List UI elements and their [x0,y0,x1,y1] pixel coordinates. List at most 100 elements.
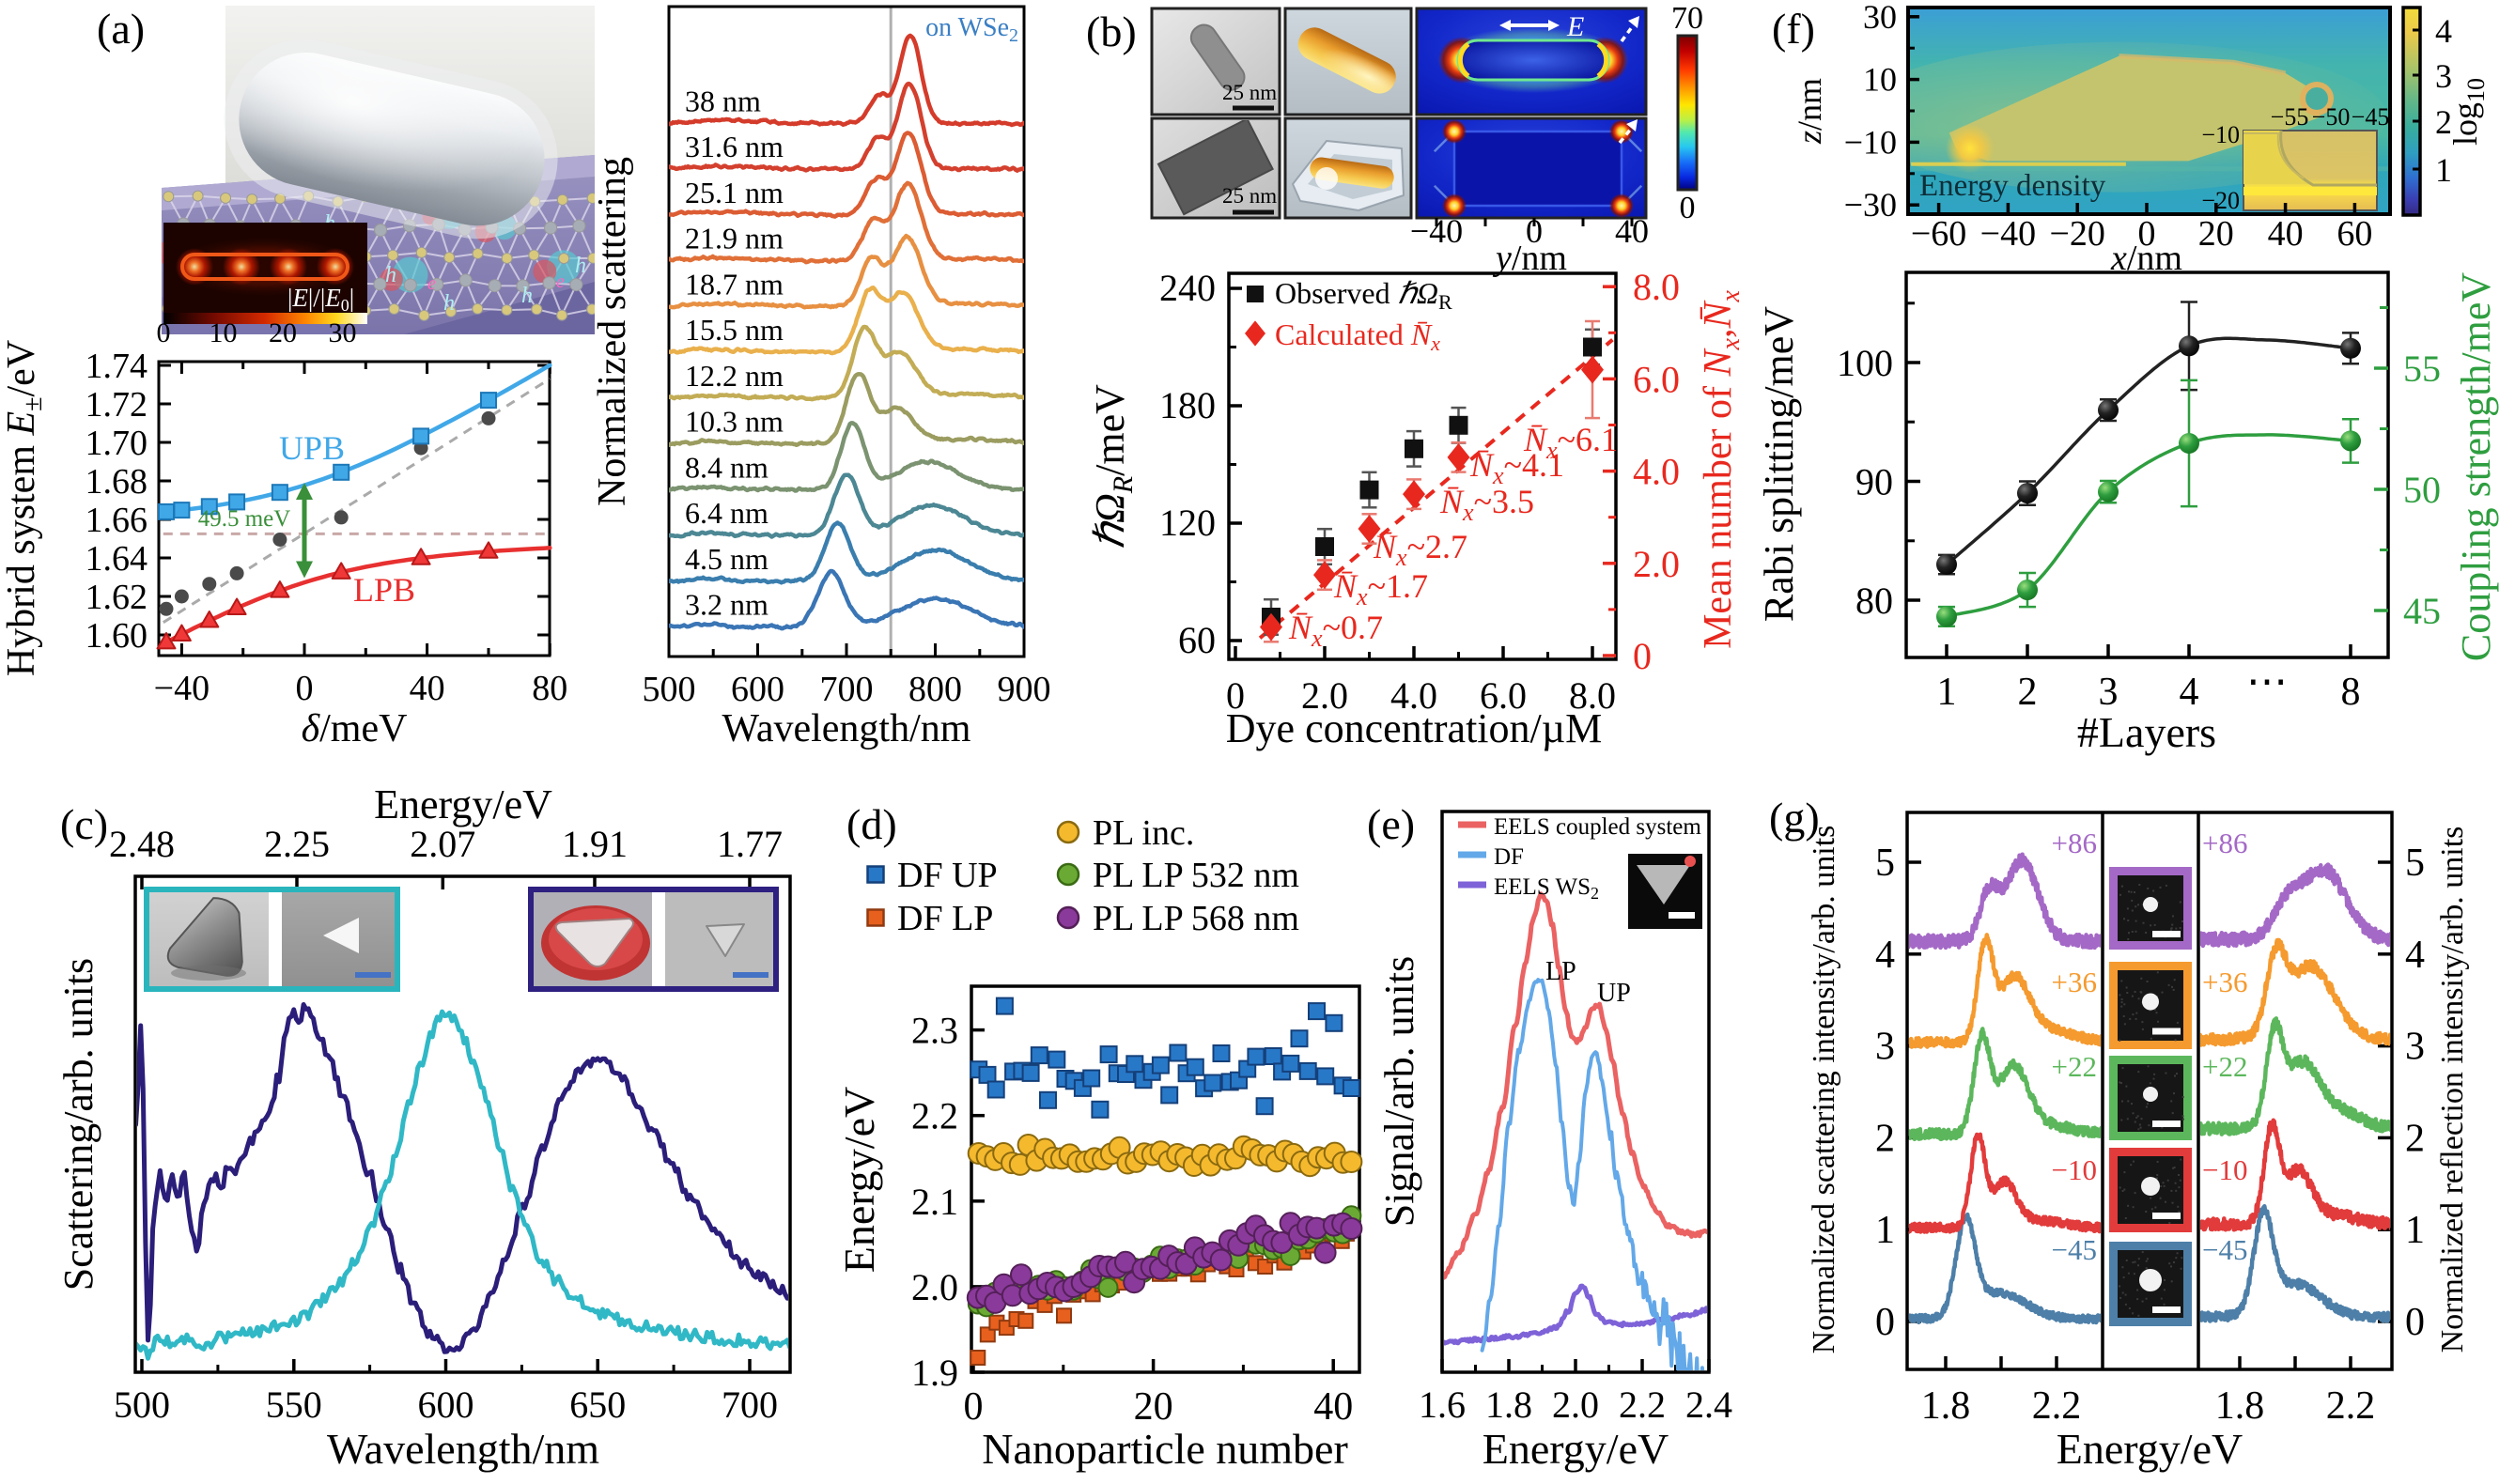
svg-text:Normalized scattering intensit: Normalized scattering intensity/arb. uni… [1807,826,1841,1354]
svg-text:1.8: 1.8 [2215,1384,2265,1428]
svg-text:600: 600 [731,670,784,709]
svg-text:15.5 nm: 15.5 nm [685,313,784,347]
svg-text:−40: −40 [154,669,210,708]
svg-text:2.07: 2.07 [410,823,475,865]
svg-text:2: 2 [2405,1117,2425,1160]
svg-text:LP: LP [1545,957,1576,986]
svg-text:+36: +36 [2052,966,2097,998]
svg-text:6.4 nm: 6.4 nm [685,496,768,530]
svg-text:e: e [427,273,436,294]
svg-text:600: 600 [418,1384,474,1426]
svg-text:60: 60 [2336,214,2372,254]
svg-text:2.48: 2.48 [109,823,175,865]
svg-text:1: 1 [2405,1209,2425,1252]
svg-text:2.0: 2.0 [1552,1384,1599,1426]
svg-text:−10: −10 [1844,123,1897,161]
svg-text:500: 500 [643,670,696,709]
svg-text:20: 20 [1134,1385,1173,1429]
svg-text:1: 1 [1937,671,1957,714]
svg-text:−40: −40 [1980,214,2036,254]
svg-text:Observed ℏΩR: Observed ℏΩR [1275,276,1452,314]
svg-text:3: 3 [1875,1026,1895,1069]
svg-text:700: 700 [722,1384,778,1426]
svg-text:1.74: 1.74 [85,347,148,386]
svg-text:2: 2 [2018,671,2038,714]
svg-text:4.0: 4.0 [1633,451,1680,493]
svg-text:DF UP: DF UP [897,856,998,895]
svg-text:18.7 nm: 18.7 nm [685,267,784,301]
svg-text:21.9 nm: 21.9 nm [685,222,784,255]
svg-text:Normalized reflection intensit: Normalized reflection intensity/arb. uni… [2435,827,2470,1353]
svg-text:EELS WS2: EELS WS2 [1494,874,1599,903]
svg-text:Coupling strength/meV: Coupling strength/meV [2453,272,2499,662]
svg-text:1.66: 1.66 [85,501,148,540]
svg-text:1: 1 [1875,1209,1895,1252]
svg-text:1.70: 1.70 [85,424,148,463]
svg-text:2.2: 2.2 [911,1095,958,1137]
svg-text:8.0: 8.0 [1633,266,1680,308]
svg-text:60: 60 [1178,619,1216,661]
svg-text:49.5 meV: 49.5 meV [198,506,291,532]
svg-text:(d): (d) [846,800,897,848]
svg-text:1.77: 1.77 [717,823,783,865]
svg-text:Signal/arb. units: Signal/arb. units [1376,956,1422,1227]
svg-text:20: 20 [269,317,297,348]
svg-text:UP: UP [1597,979,1631,1008]
svg-text:−60: −60 [1911,214,1966,254]
svg-text:Scattering/arb. units: Scattering/arb. units [55,958,101,1291]
svg-text:4: 4 [2405,934,2425,977]
svg-text:PL LP 532 nm: PL LP 532 nm [1093,856,1299,895]
svg-text:25 nm: 25 nm [1222,184,1277,208]
svg-text:900: 900 [998,670,1051,709]
svg-text:Normalized scattering: Normalized scattering [591,157,634,506]
svg-text:1.72: 1.72 [85,385,148,425]
svg-text:1.62: 1.62 [85,578,148,617]
svg-text:1: 1 [2435,151,2452,189]
svg-text:PL LP 568 nm: PL LP 568 nm [1093,899,1299,938]
svg-text:2.0: 2.0 [1633,543,1680,585]
svg-text:4.5 nm: 4.5 nm [685,542,768,576]
svg-text:−10: −10 [2052,1153,2097,1186]
svg-text:2.4: 2.4 [1685,1384,1732,1426]
svg-text:DF LP: DF LP [897,899,993,938]
svg-text:6.0: 6.0 [1633,358,1680,400]
svg-text:12.2 nm: 12.2 nm [685,359,784,393]
svg-text:2.25: 2.25 [264,823,330,865]
svg-text:#Layers: #Layers [2077,708,2216,756]
svg-text:40: 40 [2268,214,2304,254]
svg-text:31.6 nm: 31.6 nm [685,130,784,163]
svg-text:40: 40 [1313,1385,1353,1429]
svg-text:+22: +22 [2202,1050,2247,1083]
svg-text:+86: +86 [2202,827,2247,859]
svg-text:3: 3 [2405,1026,2425,1069]
svg-text:8.4 nm: 8.4 nm [685,450,768,484]
svg-text:Energy density: Energy density [1919,169,2106,203]
svg-text:δ/meV: δ/meV [302,707,408,750]
svg-text:(a): (a) [97,5,145,53]
svg-text:E: E [1566,11,1584,42]
svg-text:70: 70 [1671,1,1703,36]
svg-text:8: 8 [2341,671,2361,714]
svg-text:Energy/eV: Energy/eV [2057,1425,2243,1473]
svg-text:2.2: 2.2 [2326,1384,2376,1428]
svg-text:⋯: ⋯ [2246,658,2288,704]
svg-text:0: 0 [1633,635,1652,677]
svg-text:1.9: 1.9 [911,1352,958,1394]
svg-text:(f): (f) [1772,5,1815,53]
svg-text:1.8: 1.8 [1921,1384,1971,1428]
svg-text:−10: −10 [2201,121,2240,148]
svg-text:10: 10 [210,317,238,348]
svg-text:20: 20 [2198,214,2234,254]
svg-text:1.64: 1.64 [85,539,148,579]
svg-text:PL inc.: PL inc. [1093,813,1194,853]
svg-text:240: 240 [1159,267,1216,309]
svg-text:1.8: 1.8 [1485,1384,1532,1426]
svg-text:e: e [556,271,565,292]
svg-text:5: 5 [2405,842,2425,885]
svg-text:1.6: 1.6 [1419,1384,1466,1426]
svg-text:2.2: 2.2 [2032,1384,2082,1428]
svg-text:−55: −55 [2271,103,2309,131]
svg-text:Nanoparticle number: Nanoparticle number [982,1425,1348,1473]
svg-text:3.2 nm: 3.2 nm [685,588,768,622]
svg-text:100: 100 [1837,342,1893,384]
